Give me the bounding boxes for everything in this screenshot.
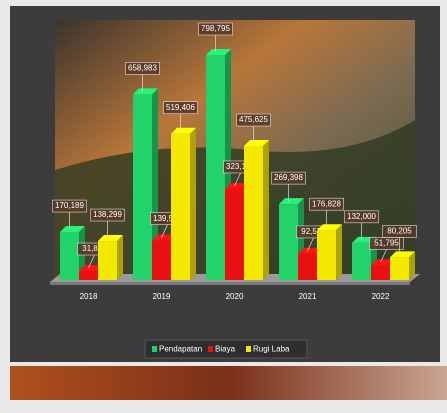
value-label: 138,299 [93, 210, 122, 219]
x-tick-label: 2022 [372, 292, 390, 301]
bar-top [79, 265, 104, 272]
legend-swatch [208, 346, 213, 352]
value-label: 519,406 [166, 103, 195, 112]
leader-line [88, 254, 95, 269]
value-label: 658,983 [128, 63, 157, 72]
bar [352, 242, 371, 280]
value-label-box [344, 210, 379, 224]
bar [206, 55, 225, 280]
x-tick-label: 2018 [80, 292, 98, 301]
value-label: 132,000 [347, 212, 376, 221]
bar [98, 241, 117, 280]
bar-top [317, 224, 342, 231]
value-label: 176,828 [312, 199, 341, 208]
value-label-box [382, 225, 417, 238]
value-label-box [309, 197, 344, 211]
bar-side [263, 140, 269, 280]
value-label-box [125, 62, 160, 75]
x-tick-label: 2019 [153, 292, 171, 301]
decor-band [10, 366, 447, 400]
bar [152, 240, 171, 280]
bar-top [244, 140, 269, 147]
bar [244, 146, 263, 280]
bar-top [390, 251, 415, 258]
bar [60, 232, 79, 280]
bar-top [133, 88, 158, 95]
value-label: 139,577 [153, 214, 182, 223]
legend-label: Rugi Laba [253, 345, 290, 354]
bar-top [225, 182, 250, 189]
bar-top [206, 49, 231, 55]
bar [171, 133, 190, 280]
bar-top [171, 127, 196, 134]
value-label: 51,795 [374, 239, 399, 248]
bar [133, 94, 152, 281]
floor-edge [50, 282, 410, 285]
value-label-box [236, 113, 271, 127]
legend-swatch [152, 346, 157, 352]
value-label: 323,171 [226, 162, 255, 171]
bar-side [117, 235, 123, 280]
leader-line [307, 237, 314, 252]
bar-side [152, 88, 158, 281]
x-tick-label: 2020 [226, 292, 244, 301]
bar [298, 253, 317, 280]
value-label-box [198, 22, 233, 36]
bar [390, 257, 409, 280]
bar-top [98, 235, 123, 242]
value-label: 170,189 [55, 201, 84, 210]
value-label-box [90, 208, 125, 222]
bar-top [298, 247, 323, 254]
leader-line [380, 249, 387, 263]
bar-side [190, 127, 196, 281]
value-label: 475,625 [239, 115, 268, 124]
value-label: 31,890 [82, 244, 107, 253]
legend-label: Biaya [215, 345, 236, 354]
value-label-box [52, 199, 87, 213]
value-label-box [271, 171, 306, 185]
bar-side [409, 251, 415, 280]
x-tick-label: 2021 [299, 292, 317, 301]
bar-side [336, 224, 342, 280]
value-label: 92,570 [301, 227, 326, 236]
legend-label: Pendapatan [159, 345, 202, 354]
value-label: 80,205 [387, 227, 412, 236]
bar [279, 204, 298, 280]
bar-top [60, 226, 85, 233]
legend-swatch [246, 346, 251, 352]
bar [79, 271, 98, 280]
bar [371, 265, 390, 280]
value-label: 269,398 [274, 173, 303, 182]
value-label: 798,795 [201, 24, 230, 33]
bar-top [152, 234, 177, 241]
bar-top [371, 259, 396, 266]
leader-line [234, 172, 241, 187]
leader-line [161, 224, 168, 238]
bar [317, 230, 336, 280]
legend-box [144, 339, 308, 359]
bar-top [279, 198, 304, 205]
bar [225, 188, 244, 280]
value-label-box [163, 101, 198, 114]
